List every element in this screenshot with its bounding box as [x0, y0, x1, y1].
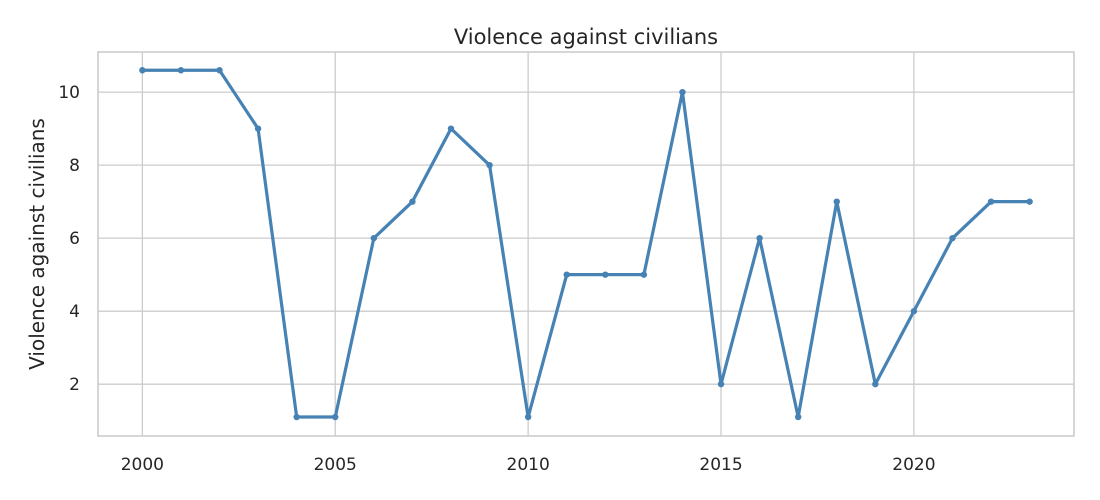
data-point	[1026, 198, 1033, 205]
y-axis-label: Violence against civilians	[25, 118, 49, 370]
data-point	[794, 413, 802, 421]
data-point	[447, 125, 455, 132]
x-axis: 2000 2005 2010 2015 2020	[121, 455, 936, 475]
series-line	[140, 68, 1032, 419]
data-point	[563, 271, 570, 278]
data-point	[370, 234, 378, 242]
y-axis: 2 4 6 8 10	[58, 83, 80, 395]
data-point	[679, 88, 686, 96]
data-point	[910, 307, 918, 315]
grid	[98, 52, 1074, 436]
x-tick-label: 2010	[507, 455, 550, 475]
data-point	[987, 198, 995, 205]
data-point	[833, 198, 840, 205]
data-points	[139, 67, 1033, 421]
data-point	[756, 234, 763, 242]
data-point	[524, 413, 532, 421]
x-tick-label: 2020	[892, 455, 935, 475]
y-tick-label: 10	[58, 83, 80, 103]
plot-frame	[97, 51, 1075, 437]
data-point	[177, 67, 185, 74]
data-point	[332, 413, 339, 421]
data-point	[216, 67, 223, 74]
data-point	[139, 67, 146, 74]
y-tick-label: 8	[69, 156, 80, 176]
data-point	[717, 380, 725, 388]
data-point	[254, 125, 262, 132]
data-point	[293, 413, 300, 421]
y-tick-label: 6	[69, 229, 80, 249]
y-tick-label: 2	[69, 375, 80, 395]
data-point	[486, 161, 493, 169]
data-point	[640, 271, 648, 278]
x-tick-label: 2005	[314, 455, 357, 475]
x-tick-label: 2000	[121, 455, 164, 475]
y-tick-label: 4	[69, 302, 80, 322]
data-point	[602, 271, 609, 278]
x-tick-label: 2015	[699, 455, 742, 475]
chart-title: Violence against civilians	[454, 25, 718, 49]
data-point	[409, 198, 416, 205]
data-point	[872, 380, 879, 388]
data-point	[949, 234, 956, 242]
